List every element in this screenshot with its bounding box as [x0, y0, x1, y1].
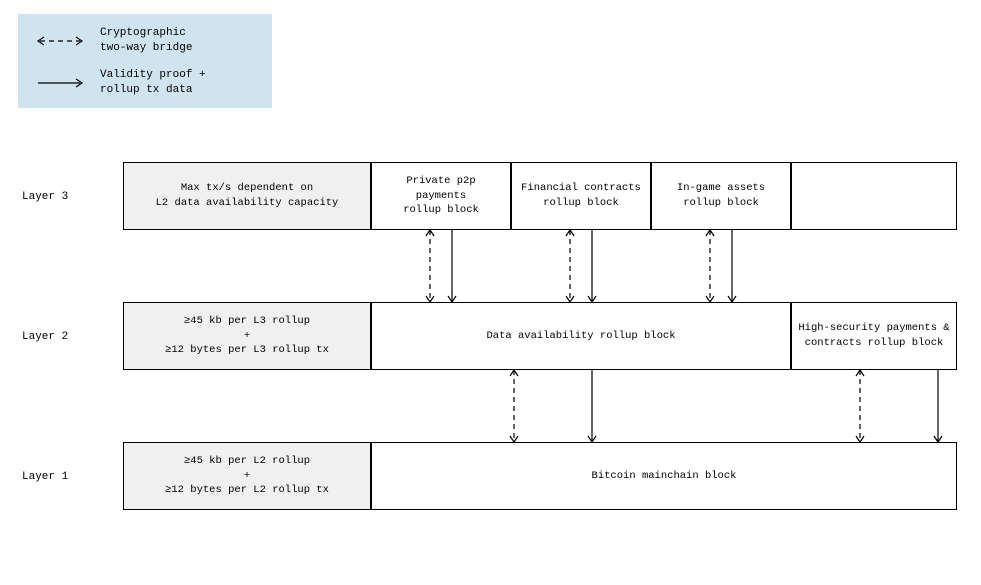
arrows-layer — [0, 0, 981, 585]
